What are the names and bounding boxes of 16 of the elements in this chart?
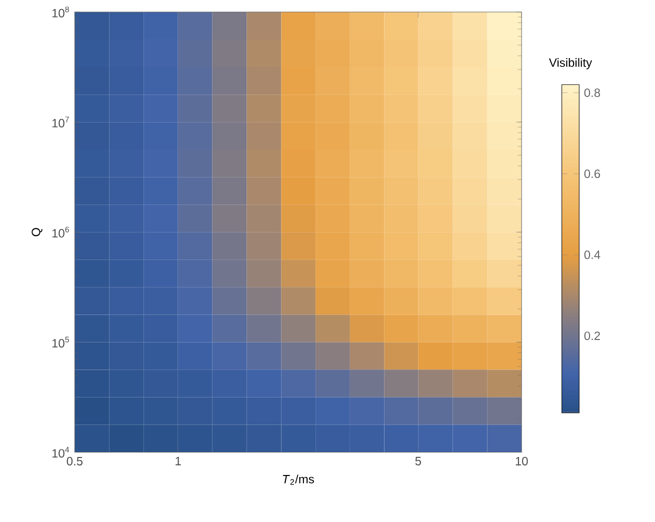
color-bar-label: 0.2 (584, 332, 600, 340)
color-bar-label: 0.8 (584, 88, 600, 98)
x-tick-label: 1 (176, 457, 181, 466)
x-tick-label: 10 (516, 457, 528, 466)
x-tick-label: 5 (415, 457, 422, 466)
y-tick-label: 10$^{5}$ (52, 337, 69, 348)
color-bar-label: 0.4 (584, 250, 600, 260)
y-tick-label: 10$^{7}$ (52, 116, 69, 128)
x-axis-title: T$_{2}$/ms (282, 474, 314, 485)
y-tick-label: 10$^{4}$ (52, 447, 70, 458)
color-bar-title: Visibility (548, 58, 592, 70)
color-bar-label: 0.6 (584, 170, 600, 178)
y-axis-title: Q (32, 228, 42, 236)
y-tick-label: 10$^{6}$ (52, 226, 69, 238)
x-tick-label: 0.5 (66, 457, 83, 466)
y-tick-label: 10$^{8}$ (52, 6, 69, 18)
